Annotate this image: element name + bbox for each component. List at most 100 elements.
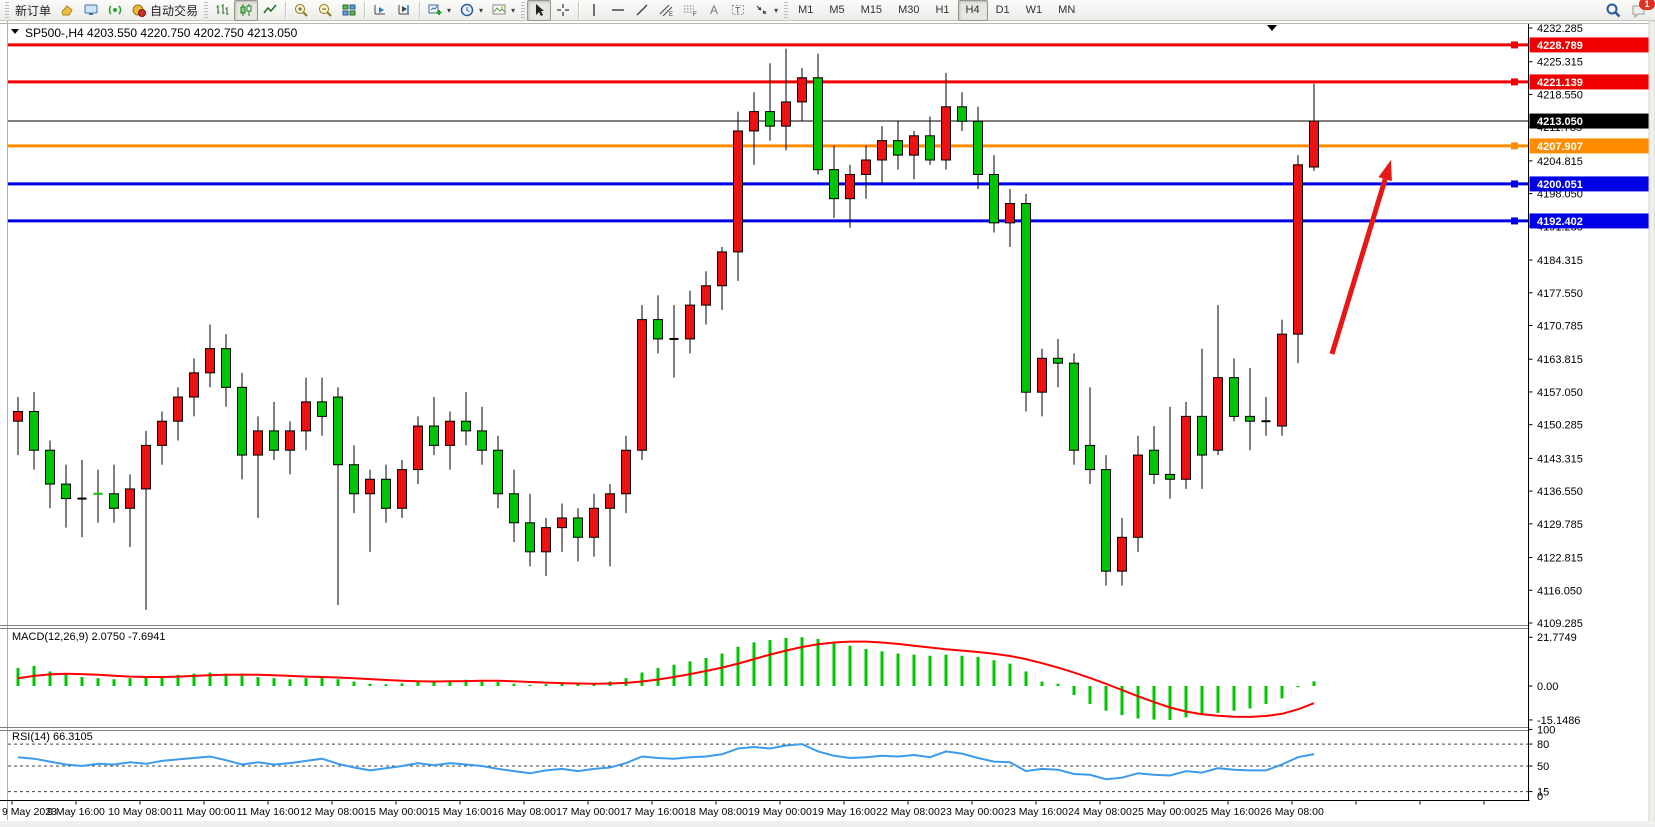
bull-candle (1117, 536, 1127, 572)
line-endpoint-marker[interactable] (1511, 217, 1518, 225)
line-endpoint-marker[interactable] (1511, 142, 1518, 150)
history-center-icon[interactable] (55, 0, 79, 21)
bear-candle (1197, 415, 1207, 456)
period-clock-button[interactable]: ▾ (455, 0, 487, 21)
terminal-icon[interactable] (79, 0, 103, 21)
time-tick-label: 18 May 08:00 (684, 806, 748, 818)
toolbar-grip[interactable] (521, 2, 526, 18)
line-endpoint-marker[interactable] (1511, 78, 1518, 86)
price-badge-label: 4228.789 (1537, 40, 1583, 52)
chart-shift-marker[interactable] (1267, 25, 1277, 31)
arrange-vertical-icon[interactable] (392, 0, 416, 21)
macd-histogram-bar (1184, 686, 1188, 718)
new-order-button[interactable]: 新订单 (11, 0, 55, 21)
bull-candle (445, 420, 455, 446)
vertical-scrollbar[interactable] (1648, 20, 1655, 827)
macd-histogram-bar (192, 673, 196, 686)
equidistant-channel-icon[interactable]: E (654, 0, 678, 21)
arrange-horizontal-icon[interactable] (368, 0, 392, 21)
price-tick-label: 4116.050 (1537, 585, 1582, 597)
time-tick-label: 12 May 08:00 (300, 806, 364, 818)
signals-icon[interactable] (103, 0, 127, 21)
trend-arrow-annotation[interactable] (1329, 160, 1392, 355)
profiles-button[interactable]: ▾ (487, 0, 519, 21)
text-icon[interactable]: A (702, 0, 726, 21)
line-endpoint-marker[interactable] (1511, 41, 1518, 49)
chat-button[interactable]: 1 (1626, 0, 1655, 21)
bear-candle (269, 430, 279, 451)
macd-histogram-bar (96, 678, 100, 686)
bear-candle (381, 478, 391, 509)
macd-histogram-bar (400, 683, 404, 686)
line-endpoint-marker[interactable] (1511, 180, 1518, 188)
macd-histogram-bar (144, 677, 148, 686)
macd-histogram-bar (1216, 686, 1220, 713)
candlestick-chart-icon[interactable] (234, 0, 259, 21)
bear-candle (653, 319, 663, 340)
bull-candle (1293, 164, 1303, 335)
macd-histogram-bar (1200, 686, 1204, 714)
rsi-axis-label: 80 (1537, 739, 1549, 751)
chevron-down-icon: ▾ (479, 5, 484, 15)
timeframe-m15-button[interactable]: M15 (860, 4, 883, 16)
timeframe-d1-button[interactable]: D1 (995, 4, 1010, 16)
bull-candle (637, 319, 647, 451)
macd-histogram-bar (528, 684, 532, 686)
horizontal-line-icon[interactable] (606, 0, 630, 21)
price-badge (1529, 213, 1649, 229)
timeframe-w1-button[interactable]: W1 (1025, 4, 1043, 16)
vertical-line-icon[interactable] (582, 0, 606, 21)
bar-chart-icon[interactable] (210, 0, 234, 21)
time-tick-label: 19 May 00:00 (748, 806, 812, 818)
timeframe-h4-button[interactable]: H4 (957, 0, 988, 21)
bull-candle (781, 101, 791, 127)
macd-histogram-bar (896, 653, 900, 686)
toolbar-grip[interactable] (204, 2, 209, 18)
timeframe-m30-button[interactable]: M30 (898, 4, 920, 16)
price-tick-label: 4150.285 (1537, 420, 1583, 432)
macd-histogram-bar (1040, 681, 1044, 686)
bull-candle (909, 135, 919, 156)
bear-candle (1165, 473, 1175, 480)
macd-histogram-bar (768, 640, 772, 686)
price-tick-label: 4218.550 (1537, 89, 1583, 101)
svg-text:E: E (669, 12, 673, 18)
timeframe-m5-button[interactable]: M5 (829, 4, 845, 16)
macd-axis-label: -15.1486 (1537, 715, 1580, 727)
price-badge-label: 4200.051 (1537, 179, 1583, 191)
tile-windows-icon[interactable] (337, 0, 361, 21)
macd-histogram-bar (672, 664, 676, 686)
new-chart-button[interactable]: ▾ (423, 0, 455, 21)
timeframe-h1-button[interactable]: H1 (935, 4, 950, 16)
time-tick-label: 15 May 00:00 (364, 806, 428, 818)
macd-histogram-bar (848, 645, 852, 686)
cursor-icon[interactable] (527, 0, 552, 21)
timeframe-m1-button[interactable]: M1 (798, 4, 814, 16)
arrows-tool-button[interactable]: ▾ (750, 0, 782, 21)
toolbar-grip[interactable] (5, 2, 9, 18)
text-label-icon[interactable]: T (726, 0, 750, 21)
time-tick-label: 22 May 08:00 (876, 806, 940, 818)
macd-axis-label: 21.7749 (1537, 632, 1577, 644)
toolbar-grip[interactable] (784, 2, 789, 18)
svg-text:T: T (735, 6, 741, 16)
timeframe-mn-button[interactable]: MN (1058, 4, 1076, 16)
bull-candle (1005, 203, 1015, 224)
zoom-in-icon[interactable] (289, 0, 313, 21)
macd-histogram-bar (720, 653, 724, 686)
macd-histogram-bar (16, 668, 20, 686)
macd-signal-line (17, 640, 1315, 718)
zoom-out-icon[interactable] (313, 0, 337, 21)
time-tick-label: 25 May 16:00 (1196, 806, 1260, 818)
search-icon[interactable] (1601, 0, 1626, 21)
fibonacci-icon[interactable]: F (678, 0, 702, 21)
line-chart-icon[interactable] (258, 0, 282, 21)
trendline-icon[interactable] (630, 0, 654, 21)
crosshair-icon[interactable] (551, 0, 575, 21)
bull-candle (365, 478, 375, 495)
auto-trading-button[interactable]: 自动交易 (127, 0, 202, 21)
chart-menu-caret[interactable] (11, 29, 19, 34)
bear-candle (973, 120, 983, 176)
